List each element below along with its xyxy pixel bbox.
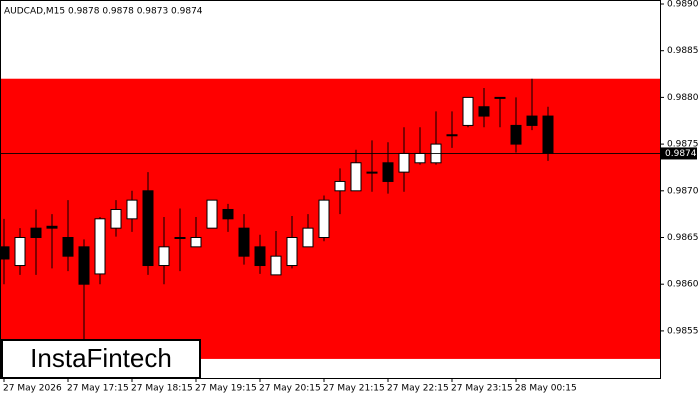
y-tick-label: 0.9875 [667, 140, 699, 150]
candle-body [62, 237, 74, 257]
candle-body [174, 237, 186, 239]
x-tick-label: 27 May 17:15 [67, 384, 129, 394]
axes-layer: 0.9890 0.9885 0.9880 0.9875 0.9870 0.9865 0.98… [3, 0, 699, 394]
y-tick-label: 0.9855 [667, 326, 699, 336]
candle-body [542, 115, 554, 154]
candle-body [222, 208, 234, 220]
candle-body [94, 218, 106, 275]
y-tick-label: 0.9890 [667, 0, 699, 10]
candle-body [78, 246, 90, 285]
candle-body [110, 208, 122, 229]
x-tick-label: 27 May 18:15 [131, 384, 193, 394]
candle-body [414, 152, 426, 164]
candle-body [446, 134, 458, 137]
candle-body [510, 124, 522, 145]
x-tick-label: 28 May 00:15 [515, 384, 577, 394]
candle-body [302, 227, 314, 248]
candle-body [478, 106, 490, 117]
x-tick-label: 27 May 21:15 [323, 384, 385, 394]
candle-body [398, 152, 410, 173]
candle-body [462, 96, 474, 126]
y-tick-label: 0.9865 [667, 233, 699, 243]
chart-title: AUDCAD,M15 0.9878 0.9878 0.9873 0.9874 [4, 7, 203, 17]
candle-body [318, 199, 330, 238]
logo: InstaFintech [30, 343, 172, 373]
candle-body [46, 225, 58, 229]
current-price-label: 0.9874 [665, 149, 697, 159]
candle-body [142, 190, 154, 267]
candle-body [158, 246, 170, 267]
plot-layer [0, 78, 660, 341]
plot-frame [0, 0, 661, 379]
candle-body [126, 199, 138, 220]
candle-body [334, 180, 346, 192]
candle-body [526, 115, 538, 126]
candle-body [206, 199, 218, 229]
candle-body [30, 227, 42, 239]
x-tick-label: 27 May 23:15 [451, 384, 513, 394]
x-tick-label: 27 May 20:15 [259, 384, 321, 394]
candle-body [254, 246, 266, 267]
x-tick-label: 27 May 22:15 [387, 384, 449, 394]
logo-box [1, 339, 201, 379]
candle-body [0, 246, 10, 260]
x-tick-label: 27 May 19:15 [195, 384, 257, 394]
candle-body [238, 227, 250, 257]
candle-body [350, 162, 362, 192]
y-tick-label: 0.9880 [667, 93, 699, 103]
candle-body [286, 237, 298, 267]
y-tick-label: 0.9870 [667, 186, 699, 196]
candle-body [190, 237, 202, 248]
y-tick-label: 0.9885 [667, 46, 699, 56]
candle-body [494, 96, 506, 99]
candle-body [382, 162, 394, 182]
candle-body [366, 171, 378, 174]
candle-body [270, 255, 282, 276]
current-price-box [661, 147, 697, 160]
y-tick-label: 0.9860 [667, 280, 699, 290]
candle-body [14, 237, 26, 267]
x-tick-label: 27 May 2026 [3, 384, 62, 394]
